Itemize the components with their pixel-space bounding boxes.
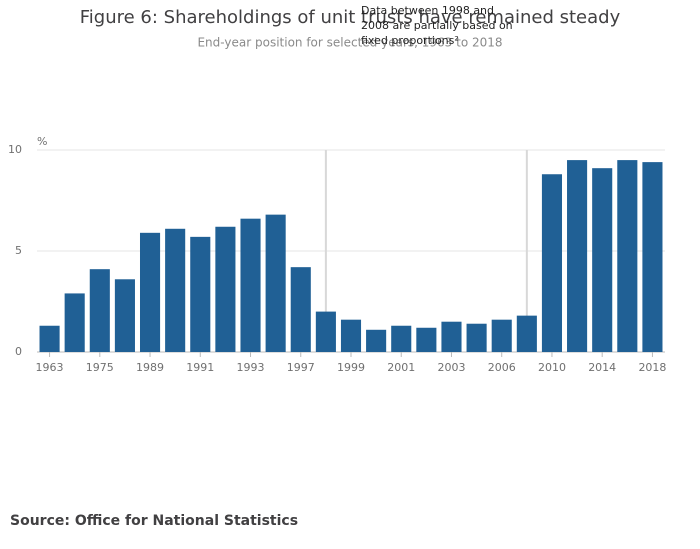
x-tick-label: 2014 xyxy=(588,361,616,374)
bar xyxy=(592,168,613,352)
annotation: 2008 are partially based on xyxy=(361,19,513,32)
x-tick-label: 1963 xyxy=(36,361,64,374)
annotation: Data between 1998 and xyxy=(361,4,494,17)
x-tick-label: 1999 xyxy=(337,361,365,374)
bar xyxy=(190,236,211,352)
bar xyxy=(567,160,588,352)
bar xyxy=(416,327,437,352)
bar xyxy=(541,174,563,352)
bar xyxy=(265,214,286,352)
bar xyxy=(290,267,311,352)
bar xyxy=(114,279,135,352)
annotation: fixed proportions² xyxy=(361,34,459,47)
x-tick-label: 1997 xyxy=(287,361,315,374)
bar xyxy=(491,319,512,352)
y-axis-label: % xyxy=(37,135,47,148)
x-tick-label: 1975 xyxy=(86,361,114,374)
y-tick-label: 5 xyxy=(15,244,22,257)
bar xyxy=(466,323,487,352)
x-tick-label: 2010 xyxy=(538,361,566,374)
bar xyxy=(165,228,186,352)
x-tick-label: 2003 xyxy=(437,361,465,374)
y-tick-label: 0 xyxy=(15,345,22,358)
bar xyxy=(240,218,261,352)
bar xyxy=(617,160,638,352)
x-tick-label: 2001 xyxy=(387,361,415,374)
x-tick-label: 1989 xyxy=(136,361,164,374)
bar xyxy=(642,162,663,352)
bar xyxy=(391,325,412,352)
bar xyxy=(89,269,110,352)
bar xyxy=(215,226,236,352)
bar xyxy=(366,329,387,352)
x-tick-label: 2018 xyxy=(638,361,666,374)
x-tick-label: 2006 xyxy=(488,361,516,374)
x-tick-label: 1993 xyxy=(237,361,265,374)
y-tick-label: 10 xyxy=(8,143,22,156)
chart-subtitle: End-year position for selected years, 19… xyxy=(197,36,502,50)
bar xyxy=(441,321,462,352)
bar xyxy=(340,319,362,352)
bar xyxy=(39,325,60,352)
bar xyxy=(139,232,161,352)
x-tick-label: 1991 xyxy=(186,361,214,374)
bar xyxy=(64,293,85,352)
bar xyxy=(516,315,537,352)
chart-title: Figure 6: Shareholdings of unit trusts h… xyxy=(80,7,621,28)
source: Source: Office for National Statistics xyxy=(10,513,298,529)
bar xyxy=(315,311,336,352)
